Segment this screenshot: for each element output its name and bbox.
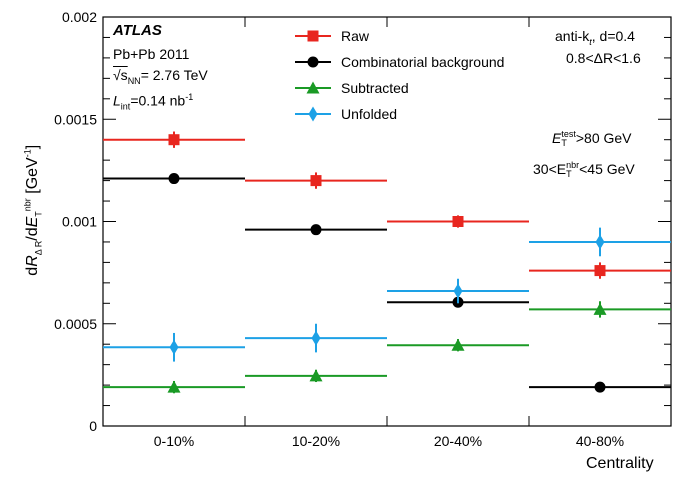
subtracted-point (309, 369, 323, 382)
collision-system: Pb+Pb 2011 (113, 46, 190, 62)
raw-point (594, 265, 606, 277)
legend-raw-label: Raw (341, 28, 370, 44)
y-tick-label: 0.0015 (54, 111, 97, 127)
legend-unfolded-marker (308, 106, 318, 122)
chart-axes: 0 0.0005 0.001 0.0015 0.002 0-10% 10-20% 20-40%… (54, 9, 672, 449)
x-tick-label: 10-20% (292, 433, 340, 449)
collision-energy: √sNN= 2.76 TeV (113, 67, 208, 86)
x-axis-label: Centrality (586, 455, 654, 472)
x-tick-label: 0-10% (154, 433, 194, 449)
combinatorial-background-point (168, 173, 180, 185)
raw-point (168, 134, 180, 146)
luminosity: Lint=0.14 nb-1 (113, 92, 194, 112)
legend-subtracted-marker (306, 81, 320, 94)
y-tick-label: 0.002 (62, 9, 97, 25)
legend-combinatorial-background-label: Combinatorial background (341, 54, 504, 70)
unfolded-point (311, 330, 321, 346)
y-tick-label: 0.0005 (54, 316, 97, 332)
y-axis-label: dRΔ R/dETnbr [GeV-1] (22, 144, 44, 276)
subtracted-point (451, 338, 465, 351)
unfolded-point (595, 234, 605, 250)
chart-marks (103, 131, 671, 394)
x-tick-label: 20-40% (434, 433, 482, 449)
raw-point (452, 216, 464, 227)
y-tick-label: 0 (89, 418, 97, 434)
legend-unfolded-label: Unfolded (341, 106, 397, 122)
legend-subtracted-label: Subtracted (341, 80, 409, 96)
et-test-cut: Etest T >80 GeV (552, 129, 632, 149)
chart-legend: Raw Combinatorial background Subtracted Unf… (295, 28, 504, 122)
subtracted-point (593, 302, 607, 315)
jet-algorithm: anti-kt, d=0.4 (555, 28, 635, 47)
combinatorial-background-point (594, 381, 606, 393)
raw-point (310, 175, 322, 187)
unfolded-point (453, 283, 463, 299)
unfolded-point (169, 339, 179, 355)
atlas-label: ATLAS (113, 22, 162, 39)
et-nbr-range: 30<Enbr T <45 GeV (533, 160, 635, 180)
legend-combinatorial-background-marker (307, 56, 319, 68)
y-tick-label: 0.001 (62, 214, 97, 230)
subtracted-point (167, 380, 181, 393)
delta-r-range: 0.8<ΔR<1.6 (566, 50, 641, 66)
legend-raw-marker (307, 30, 319, 42)
combinatorial-background-point (310, 224, 322, 236)
x-tick-label: 40-80% (576, 433, 624, 449)
